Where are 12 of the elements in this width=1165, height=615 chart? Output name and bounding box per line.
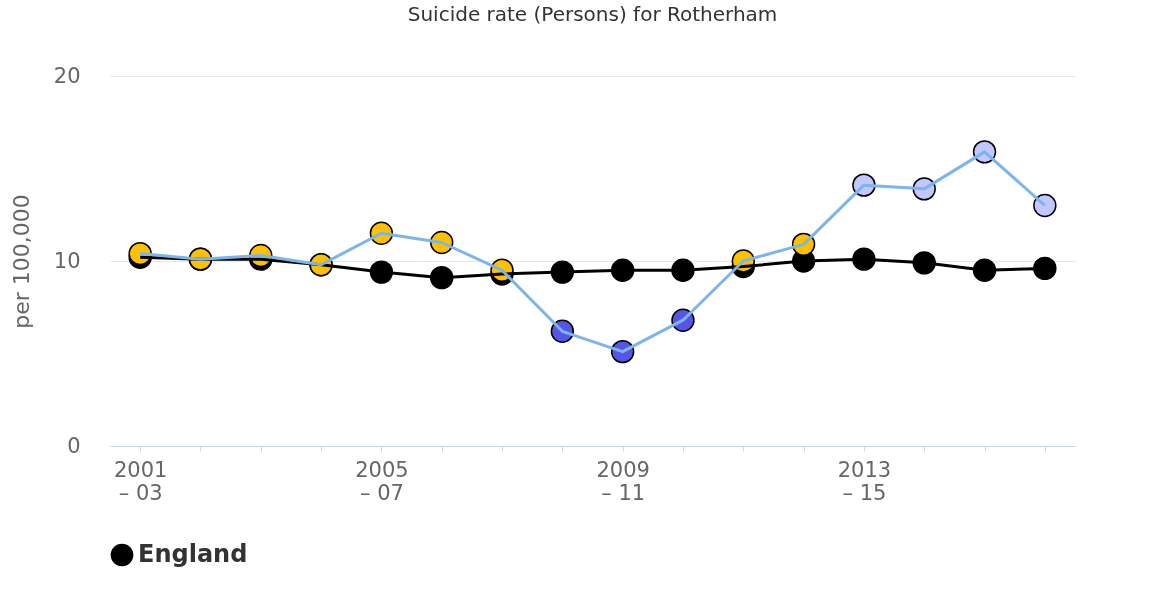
x-tick-label: 2013 – 15 (837, 457, 892, 505)
chart-title: Suicide rate (Persons) for Rotherham (407, 2, 778, 26)
y-tick-label: 20 (53, 63, 81, 88)
point (1033, 256, 1057, 281)
point (1033, 193, 1057, 218)
x-tick-label: 2001 – 03 (113, 457, 168, 505)
legend-label: England (138, 540, 248, 568)
y-tick-label: 0 (67, 433, 81, 458)
y-tick-label: 10 (53, 248, 81, 273)
x-tick-label: 2005 – 07 (355, 457, 409, 505)
y-axis-title: per 100,000 (8, 194, 34, 329)
x-tick-label: 2009 – 11 (596, 457, 650, 505)
